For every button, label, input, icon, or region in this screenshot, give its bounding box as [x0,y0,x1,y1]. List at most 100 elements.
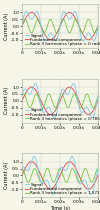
Signal [97,95,99,97]
Signal [64,10,65,13]
Fundamental component [58,176,60,179]
Line: Rank 3 harmonics (phase = 1.571 rad): Rank 3 harmonics (phase = 1.571 rad) [22,169,98,182]
Signal [58,170,60,173]
Fundamental component [58,27,60,30]
Signal [95,176,96,178]
Fundamental component [88,188,89,190]
Fundamental component [25,91,26,94]
Signal [55,40,56,42]
Line: Fundamental component: Fundamental component [22,162,98,189]
Signal [95,176,96,178]
Rank 3 harmonics (phase = 0.785 rad) [95,101,96,104]
Rank 3 harmonics (phase = 0 rad) [95,31,96,33]
Rank 3 harmonics (phase = 0 rad) [56,32,58,34]
Fundamental component [95,30,96,32]
Signal [56,38,58,41]
Rank 3 harmonics (phase = 1.571 rad) [97,167,99,170]
Fundamental component [81,180,82,183]
Rank 3 harmonics (phase = 0.785 rad) [81,105,82,108]
Rank 3 harmonics (phase = 0 rad) [44,32,45,34]
Signal [81,111,82,114]
Rank 3 harmonics (phase = 0.785 rad) [58,98,60,100]
Rank 3 harmonics (phase = 0.785 rad) [95,101,96,104]
Rank 3 harmonics (phase = 0 rad) [75,18,76,21]
Rank 3 harmonics (phase = 1.571 rad) [56,174,58,176]
Fundamental component [56,106,58,109]
Fundamental component [97,100,99,102]
Fundamental component [95,104,96,107]
Rank 3 harmonics (phase = 1.571 rad) [25,177,26,179]
Rank 3 harmonics (phase = 0.785 rad) [25,97,26,99]
Fundamental component [81,31,82,34]
Rank 3 harmonics (phase = 0 rad) [21,25,23,28]
Signal [56,180,58,182]
Signal [52,193,54,196]
Fundamental component [88,113,89,116]
Rank 3 harmonics (phase = 1.571 rad) [95,171,96,173]
Fundamental component [25,17,26,19]
Signal [92,117,93,119]
Signal [56,111,58,113]
Line: Fundamental component: Fundamental component [22,12,98,40]
Fundamental component [97,174,99,177]
Fundamental component [25,166,26,168]
Legend: Signal, Fundamental component, Rank 3 harmonics (phase = 0.785 rad): Signal, Fundamental component, Rank 3 ha… [24,108,100,122]
Signal [81,181,82,184]
Signal [95,36,96,38]
Fundamental component [21,174,23,177]
Legend: Signal, Fundamental component, Rank 3 harmonics (phase = 1.571 rad): Signal, Fundamental component, Rank 3 ha… [24,182,100,196]
Signal [25,10,26,13]
Signal [95,36,96,38]
Signal [97,167,99,170]
Signal [21,95,23,97]
Fundamental component [56,32,58,34]
Signal [21,25,23,28]
Signal [25,88,26,91]
Rank 3 harmonics (phase = 0 rad) [25,18,26,21]
Rank 3 harmonics (phase = 1.571 rad) [81,175,82,178]
Line: Signal: Signal [22,84,98,118]
Y-axis label: Current (A): Current (A) [4,13,8,40]
Fundamental component [95,30,96,32]
Rank 3 harmonics (phase = 0.785 rad) [97,95,99,97]
Rank 3 harmonics (phase = 0.785 rad) [48,93,50,95]
Signal [95,106,96,109]
Line: Signal: Signal [22,11,98,41]
Y-axis label: Current (A): Current (A) [4,87,8,114]
Fundamental component [88,39,89,41]
Fundamental component [31,86,32,88]
Rank 3 harmonics (phase = 0.785 rad) [56,104,58,106]
Fundamental component [31,160,32,163]
Fundamental component [58,102,60,104]
Fundamental component [21,100,23,102]
Legend: Signal, Fundamental component, Rank 3 harmonics (phase = 0 rad): Signal, Fundamental component, Rank 3 ha… [24,33,100,47]
Fundamental component [81,106,82,108]
Signal [35,82,36,85]
Line: Fundamental component: Fundamental component [22,87,98,114]
Fundamental component [31,11,32,14]
Signal [25,168,26,171]
Fundamental component [95,179,96,181]
Rank 3 harmonics (phase = 0.785 rad) [93,106,94,109]
Signal [58,100,60,102]
Rank 3 harmonics (phase = 0.785 rad) [21,95,23,97]
Rank 3 harmonics (phase = 0 rad) [81,32,82,34]
Y-axis label: Current (A): Current (A) [4,162,8,189]
Signal [34,155,35,158]
Rank 3 harmonics (phase = 1.571 rad) [53,181,54,184]
Rank 3 harmonics (phase = 1.571 rad) [58,168,60,171]
Signal [58,30,60,33]
Fundamental component [21,25,23,28]
Line: Rank 3 harmonics (phase = 0.785 rad): Rank 3 harmonics (phase = 0.785 rad) [22,94,98,108]
Line: Rank 3 harmonics (phase = 0 rad): Rank 3 harmonics (phase = 0 rad) [22,19,98,33]
Signal [95,106,96,109]
Signal [97,25,99,28]
Signal [21,167,23,170]
Signal [81,38,82,41]
Line: Signal: Signal [22,156,98,194]
Fundamental component [56,181,58,183]
Fundamental component [95,104,96,107]
Rank 3 harmonics (phase = 1.571 rad) [95,171,96,173]
X-axis label: Time (s): Time (s) [50,206,70,210]
Fundamental component [97,25,99,28]
